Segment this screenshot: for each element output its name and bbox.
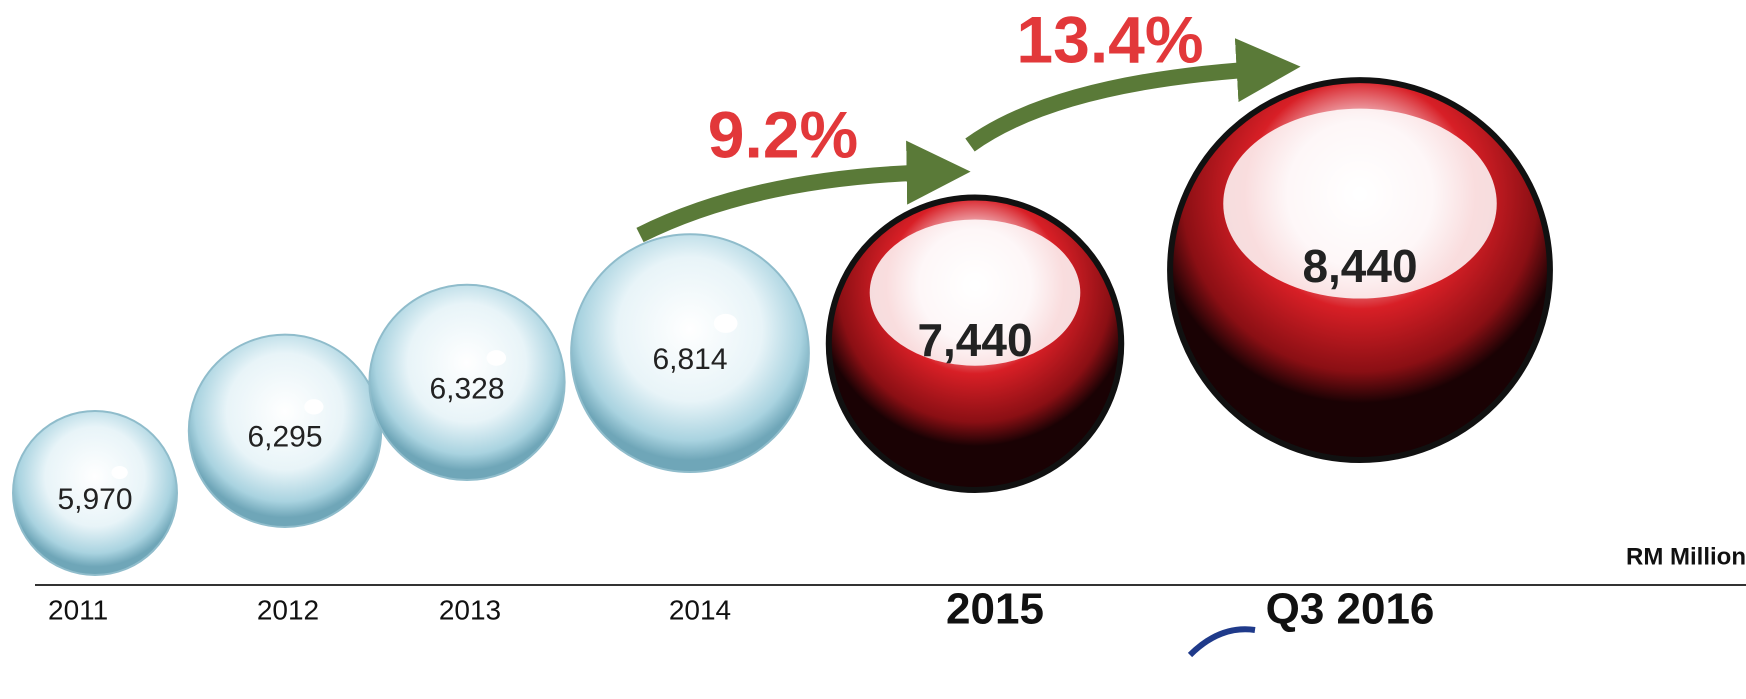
bubble-shine (111, 466, 127, 479)
bubble-shine (714, 314, 738, 333)
logo-fragment (1190, 629, 1255, 655)
value-label: 8,440 (1302, 240, 1417, 292)
value-label: 6,814 (652, 343, 727, 376)
bubble-shine (304, 399, 323, 414)
x-tick-label: Q3 2016 (1266, 585, 1435, 634)
value-label: 7,440 (917, 314, 1032, 366)
growth-label: 13.4% (1016, 2, 1203, 76)
value-label: 6,295 (247, 421, 322, 454)
x-tick-label: 2011 (48, 594, 108, 625)
x-tick-label: 2015 (946, 585, 1044, 634)
bubble-shine (487, 350, 507, 366)
x-tick-label: 2012 (257, 594, 319, 625)
x-tick-label: 2013 (439, 594, 501, 625)
chart: RM Million 5,970 2011 6,295 2012 6,328 2013 6,… (0, 0, 1746, 699)
value-label: 6,328 (429, 372, 504, 405)
x-tick-label: 2014 (669, 594, 731, 625)
unit-label: RM Million (1626, 543, 1746, 570)
value-label: 5,970 (57, 483, 132, 516)
growth-label: 9.2% (708, 97, 858, 171)
